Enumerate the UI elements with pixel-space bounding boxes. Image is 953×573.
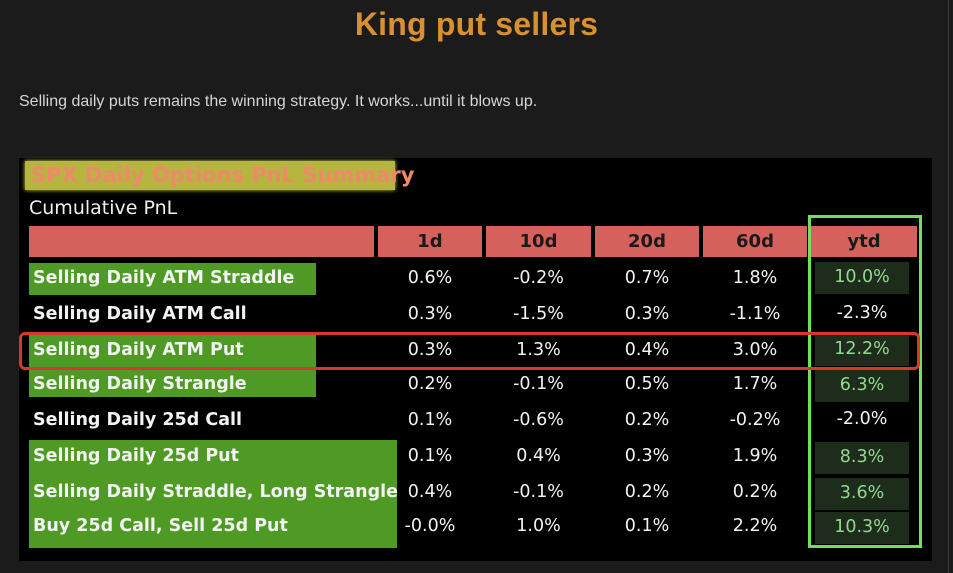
cell-20d: 0.2% [624,410,670,430]
col-header-1d: 1d [378,226,482,257]
cell-60d: 2.2% [732,516,778,536]
cell-1d: 0.2% [407,374,453,394]
row-label: Selling Daily 25d Put [33,446,240,466]
cell-60d: -0.2% [729,410,781,430]
cell-20d: 0.1% [624,516,670,536]
label-highlight-block [29,263,316,295]
cell-60d: 3.0% [732,340,778,360]
cell-ytd: 6.3% [839,375,885,395]
cell-1d: 0.3% [407,340,453,360]
cell-ytd: 8.3% [839,447,885,467]
cell-20d: 0.3% [624,304,670,324]
cell-ytd: 12.2% [834,339,890,359]
ytd-bg [815,262,909,294]
col-header-ytd: ytd [811,226,917,257]
cell-20d: 0.5% [624,374,670,394]
row-label: Selling Daily ATM Call [33,304,247,324]
cell-ytd: -2.3% [836,303,888,323]
cell-ytd: 3.6% [839,483,885,503]
ytd-bg [815,512,909,544]
cell-20d: 0.3% [624,446,670,466]
cell-60d: -1.1% [729,304,781,324]
ytd-bg [815,334,909,366]
page-edge [948,0,949,573]
label-highlight-block [29,369,316,397]
ytd-column-outline [808,215,922,548]
row-label: Selling Daily Straddle, Long Strangle [33,482,398,502]
cell-1d: 0.6% [407,268,453,288]
cell-10d: 0.4% [516,446,561,466]
cell-10d: 1.0% [516,516,561,536]
cell-10d: -0.2% [513,268,564,288]
atm-put-row-highlight [19,332,920,370]
cell-1d: 0.1% [407,410,453,430]
cell-60d: 1.7% [732,374,778,394]
page-title: King put sellers [354,6,599,42]
cell-10d: -0.1% [513,374,564,394]
cell-ytd: 10.3% [834,517,890,537]
col-header-20d: 20d [595,226,699,257]
row-label: Selling Daily ATM Straddle [33,268,295,288]
cell-ytd: -2.0% [836,409,888,429]
col-header-10d: 10d [486,226,591,257]
cell-1d: 0.1% [407,446,453,466]
cell-1d: 0.4% [407,482,453,502]
row-label: Selling Daily Strangle [33,374,247,394]
table-header-text: SPX Daily Options PnL Summary [31,163,415,187]
header-label-cell [29,226,374,257]
cell-10d: -0.1% [513,482,564,502]
cell-60d: 0.2% [732,482,778,502]
cell-1d: -0.0% [404,516,456,536]
cell-20d: 0.7% [624,268,670,288]
cell-10d: -1.5% [513,304,564,324]
ytd-bg [815,370,909,402]
cell-ytd: 10.0% [834,267,890,287]
row-label: Selling Daily ATM Put [33,340,244,360]
label-highlight-block [29,335,316,367]
cell-60d: 1.8% [732,268,778,288]
cell-20d: 0.2% [624,482,670,502]
ytd-bg [815,478,909,510]
cell-10d: 1.3% [516,340,561,360]
cell-10d: -0.6% [513,410,564,430]
cell-60d: 1.9% [732,446,778,466]
col-header-60d: 60d [703,226,807,257]
cell-1d: 0.3% [407,304,453,324]
ytd-bg [815,442,909,474]
label-highlight-block [29,440,397,548]
table-header-banner: SPX Daily Options PnL Summary [25,161,414,190]
pnl-table-image: SPX Daily Options PnL Summary Cumulative… [19,158,932,561]
row-label: Buy 25d Call, Sell 25d Put [33,516,288,536]
row-label: Selling Daily 25d Call [33,410,243,430]
cell-20d: 0.4% [624,340,670,360]
page-subtitle: Selling daily puts remains the winning s… [19,93,538,110]
cumulative-pnl-label: Cumulative PnL [29,197,178,219]
